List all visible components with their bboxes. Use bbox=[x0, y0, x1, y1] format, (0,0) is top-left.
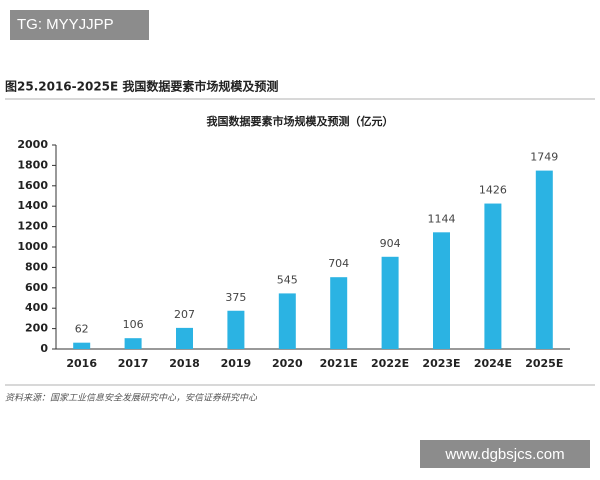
y-tick-label: 1400 bbox=[17, 199, 48, 212]
x-tick-label: 2018 bbox=[169, 357, 200, 370]
bar bbox=[176, 327, 193, 349]
data-label: 904 bbox=[380, 237, 401, 250]
x-tick-label: 2025E bbox=[525, 357, 563, 370]
x-tick-label: 2016 bbox=[66, 357, 97, 370]
watermark: TG: MYYJJPP bbox=[17, 16, 114, 33]
figure-caption: 图25.2016-2025E 我国数据要素市场规模及预测 bbox=[5, 79, 278, 94]
x-tick-label: 2021E bbox=[320, 357, 358, 370]
y-tick-label: 1000 bbox=[17, 240, 48, 253]
watermark-box bbox=[10, 10, 149, 40]
y-tick-label: 800 bbox=[25, 260, 48, 273]
data-label: 207 bbox=[174, 308, 195, 321]
watermark: www.dgbsjcs.com bbox=[444, 446, 564, 463]
y-tick-label: 2000 bbox=[17, 138, 48, 151]
y-tick-label: 400 bbox=[25, 301, 48, 314]
bar bbox=[278, 293, 296, 349]
data-label: 106 bbox=[123, 318, 144, 331]
data-label: 1144 bbox=[428, 212, 456, 225]
y-tick-label: 200 bbox=[25, 322, 48, 335]
bar bbox=[433, 232, 450, 349]
bar bbox=[330, 277, 348, 349]
data-label: 1426 bbox=[479, 184, 507, 197]
bar bbox=[381, 256, 399, 349]
data-label: 62 bbox=[75, 323, 89, 336]
y-tick-label: 0 bbox=[40, 342, 48, 355]
watermark-box bbox=[420, 440, 590, 468]
data-label: 1749 bbox=[530, 151, 558, 164]
x-tick-label: 2017 bbox=[118, 357, 149, 370]
x-tick-label: 2019 bbox=[221, 357, 252, 370]
bar bbox=[73, 342, 91, 349]
bar bbox=[484, 203, 502, 349]
data-label: 545 bbox=[277, 273, 298, 286]
x-tick-label: 2020 bbox=[272, 357, 303, 370]
source-note: 资料来源：国家工业信息安全发展研究中心，安信证券研究中心 bbox=[5, 393, 258, 404]
y-tick-label: 1600 bbox=[17, 179, 48, 192]
y-tick-label: 1800 bbox=[17, 158, 48, 171]
y-tick-label: 1200 bbox=[17, 220, 48, 233]
y-tick-label: 600 bbox=[25, 281, 48, 294]
x-tick-label: 2024E bbox=[474, 357, 512, 370]
chart-title: 我国数据要素市场规模及预测（亿元） bbox=[207, 114, 394, 128]
data-label: 375 bbox=[225, 291, 246, 304]
bar bbox=[227, 310, 245, 349]
bar bbox=[535, 170, 553, 349]
bar bbox=[124, 338, 142, 349]
x-tick-label: 2023E bbox=[422, 357, 460, 370]
data-label: 704 bbox=[328, 257, 349, 270]
x-tick-label: 2022E bbox=[371, 357, 409, 370]
